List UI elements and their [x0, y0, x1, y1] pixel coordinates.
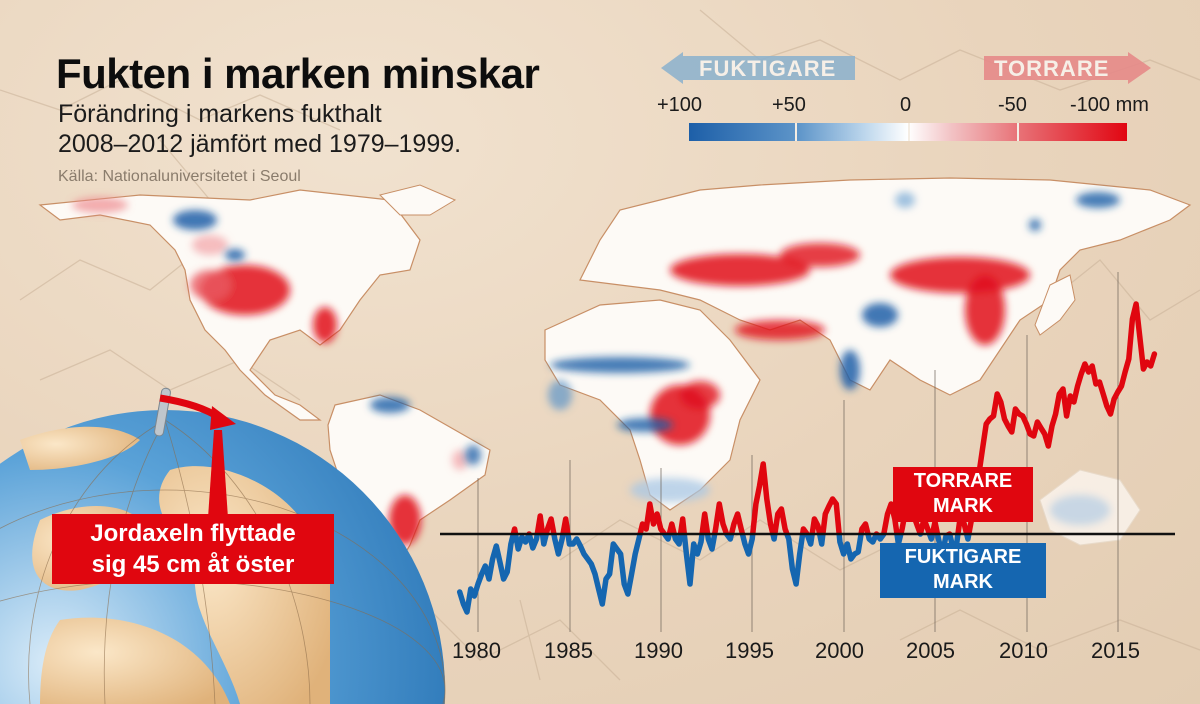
drier-label: TORRARE: [994, 56, 1110, 81]
wetter-arrow: FUKTIGARE: [661, 52, 856, 84]
page-title: Fukten i marken minskar: [56, 50, 540, 97]
wetter-soil-label: FUKTIGARE MARK: [880, 543, 1046, 598]
scale-divider: [908, 123, 910, 141]
x-tick-1985: 1985: [544, 638, 593, 663]
wetter-label: FUKTIGARE: [699, 56, 837, 81]
scale-label-plus50: +50: [772, 94, 806, 116]
x-tick-2010: 2010: [999, 638, 1048, 663]
x-tick-1995: 1995: [725, 638, 774, 663]
drier-anomaly-regions: [72, 197, 1030, 585]
scale-label-zero: 0: [900, 94, 912, 116]
wetter-box-line-1: FUKTIGARE: [904, 546, 1022, 568]
wetter-box-line-2: MARK: [933, 571, 993, 593]
scale-divider: [795, 123, 797, 141]
x-tick-2005: 2005: [906, 638, 955, 663]
drier-arrow: TORRARE: [984, 52, 1152, 84]
subtitle-line-1: Förändring i markens fukthalt: [58, 100, 382, 128]
chart-gridlines: [477, 272, 1119, 632]
x-tick-2015: 2015: [1091, 638, 1140, 663]
drier-box-line-2: MARK: [933, 495, 993, 517]
wetter-anomaly-regions: [173, 192, 1120, 525]
x-tick-1990: 1990: [634, 638, 683, 663]
x-tick-1980: 1980: [452, 638, 501, 663]
scale-label-minus50: -50: [998, 94, 1027, 116]
earth-axis-callout: Jordaxeln flyttade sig 45 cm åt öster: [52, 514, 334, 584]
callout-line-1: Jordaxeln flyttade: [90, 520, 296, 547]
chart-series: [456, 301, 1158, 615]
arrow-left-icon: [661, 52, 855, 84]
subtitle-line-2: 2008–2012 jämfört med 1979–1999.: [58, 130, 462, 158]
arrow-right-icon: [984, 52, 1151, 84]
scale-label-plus100: +100: [657, 94, 703, 116]
source-credit: Källa: Nationaluniversitetet i Seoul: [58, 168, 301, 185]
drier-soil-label: TORRARE MARK: [893, 467, 1033, 522]
x-tick-2000: 2000: [815, 638, 864, 663]
drier-box-line-1: TORRARE: [913, 470, 1013, 492]
scale-label-minus100: -100 mm: [1070, 94, 1149, 116]
callout-line-2: sig 45 cm åt öster: [91, 551, 295, 578]
scale-divider: [1017, 123, 1019, 141]
